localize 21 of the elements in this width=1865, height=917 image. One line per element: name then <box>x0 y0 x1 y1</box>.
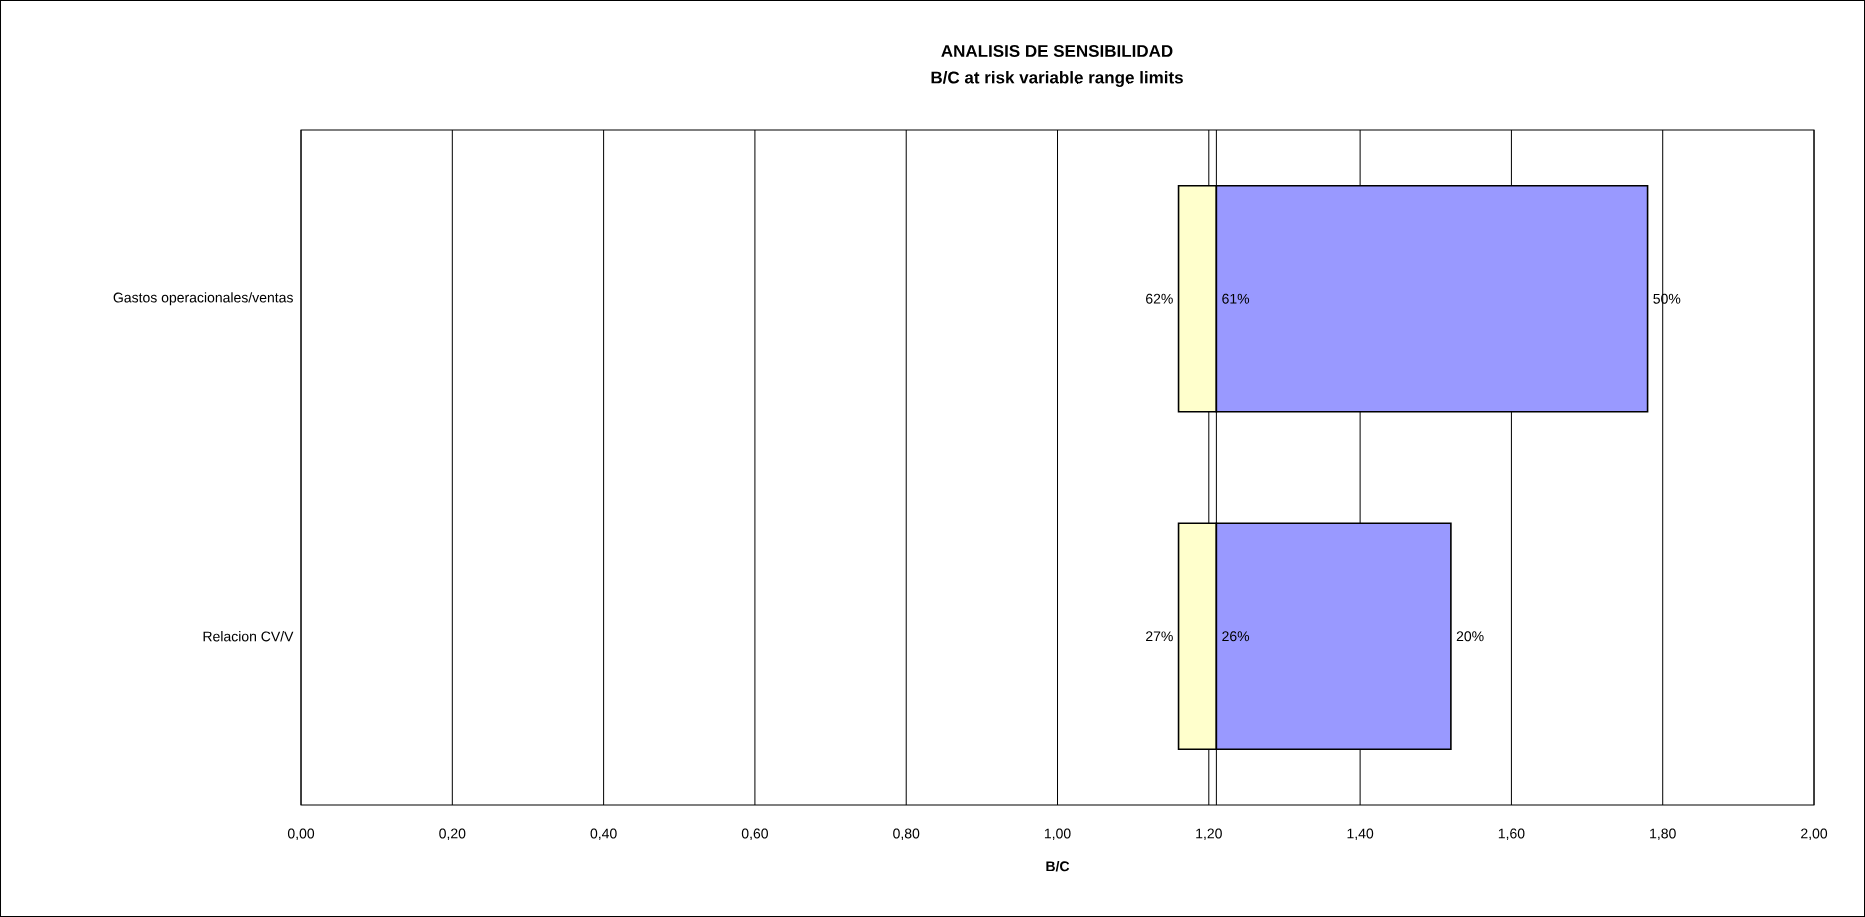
annotation: 20% <box>1456 631 1484 642</box>
annotation: 62% <box>1146 293 1173 304</box>
annotation: 61% <box>1222 293 1250 304</box>
x-tick-label: 1,80 <box>1650 828 1676 841</box>
x-tick-label: 1,60 <box>1498 828 1525 841</box>
x-tick-label: 1,40 <box>1347 828 1374 841</box>
chart-subtitle: B/C at risk variable range limits <box>931 71 1183 87</box>
x-tick-label: 0,80 <box>893 828 920 841</box>
y-tick-label: Gastos operacionales/ventas <box>113 292 293 306</box>
x-tick-label: 0,00 <box>287 828 315 841</box>
x-tick-label: 0,40 <box>590 828 617 841</box>
x-tick-label: 0,20 <box>439 828 466 841</box>
annotation: 27% <box>1146 631 1173 642</box>
x-tick-label: 0,60 <box>741 828 768 841</box>
x-tick-label: 1,20 <box>1196 828 1222 841</box>
x-tick-label: 1,00 <box>1044 828 1071 841</box>
x-axis-title: B/C <box>1046 860 1070 872</box>
chart-title: ANALISIS DE SENSIBILIDAD <box>941 44 1173 58</box>
x-tick-label: 2,00 <box>1801 828 1828 841</box>
y-tick-label: Relacion CV/V <box>203 631 294 642</box>
annotation: 26% <box>1222 631 1250 642</box>
